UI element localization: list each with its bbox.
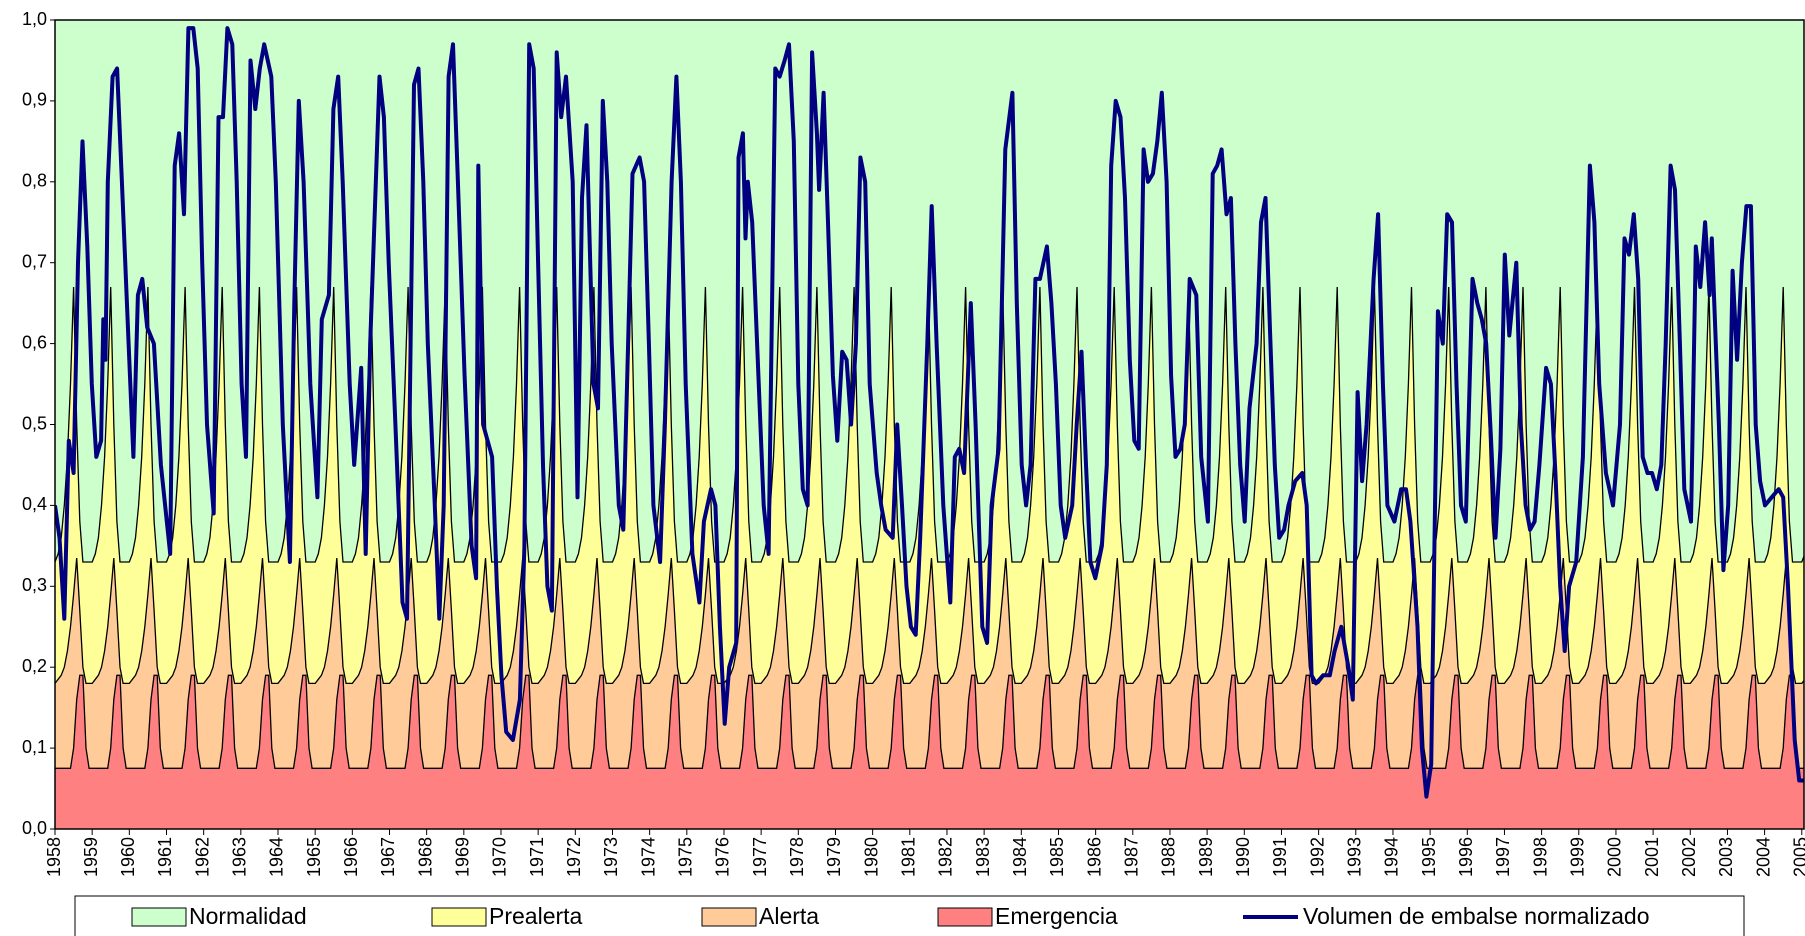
threshold-line bbox=[55, 674, 1804, 769]
x-tick-label: 2003 bbox=[1716, 837, 1736, 877]
x-tick-label: 2004 bbox=[1753, 837, 1773, 877]
x-tick-label: 1960 bbox=[118, 837, 138, 877]
x-tick-label: 1973 bbox=[601, 837, 621, 877]
x-tick-label: 1990 bbox=[1233, 837, 1253, 877]
x-tick-label: 2002 bbox=[1679, 837, 1699, 877]
x-tick-label: 1963 bbox=[230, 837, 250, 877]
y-tick-label: 0,2 bbox=[22, 656, 47, 676]
y-tick-label: 1,0 bbox=[22, 9, 47, 29]
legend-label: Prealerta bbox=[489, 903, 583, 929]
x-tick-label: 1965 bbox=[304, 837, 324, 877]
x-tick-label: 1970 bbox=[490, 837, 510, 877]
legend-swatch bbox=[937, 907, 993, 927]
bands bbox=[55, 20, 1804, 829]
y-tick-label: 0,1 bbox=[22, 737, 47, 757]
x-tick-label: 1996 bbox=[1456, 837, 1476, 877]
legend-label: Alerta bbox=[759, 903, 819, 929]
x-tick-label: 1975 bbox=[676, 837, 696, 877]
x-tick-label: 1976 bbox=[713, 837, 733, 877]
y-tick-label: 0,8 bbox=[22, 171, 47, 191]
x-tick-label: 1981 bbox=[899, 837, 919, 877]
plot-area bbox=[55, 20, 1804, 829]
legend-label: Volumen de embalse normalizado bbox=[1303, 903, 1649, 929]
x-tick-label: 1979 bbox=[824, 837, 844, 877]
legend: Normalidad Prealerta Alerta Emergencia Volum… bbox=[74, 895, 1745, 936]
x-tick-label: 1977 bbox=[750, 837, 770, 877]
x-tick-label: 1982 bbox=[936, 837, 956, 877]
legend-label: Normalidad bbox=[189, 903, 307, 929]
x-tick-label: 1964 bbox=[267, 837, 287, 877]
y-tick-label: 0,5 bbox=[22, 413, 47, 433]
legend-swatch bbox=[701, 907, 757, 927]
y-tick-label: 0,0 bbox=[22, 818, 47, 838]
series-line bbox=[55, 26, 1804, 799]
x-tick-label: 1983 bbox=[973, 837, 993, 877]
axes: 0,0 0,1 0,2 0,3 0,4 0,5 0,6 0,7 0,8 0,9 1,0 1958 195… bbox=[22, 9, 1805, 877]
legend-swatch bbox=[131, 907, 187, 927]
x-tick-label: 1986 bbox=[1084, 837, 1104, 877]
x-tick-label: 1997 bbox=[1493, 837, 1513, 877]
y-tick-label: 0,9 bbox=[22, 90, 47, 110]
x-tick-label: 1994 bbox=[1382, 837, 1402, 877]
y-tick-label: 0,7 bbox=[22, 251, 47, 271]
threshold-line bbox=[55, 557, 1804, 685]
band-area bbox=[55, 675, 1804, 829]
x-tick-label: 1995 bbox=[1419, 837, 1439, 877]
x-tick-label: 1980 bbox=[861, 837, 881, 877]
x-tick-label: 1987 bbox=[1122, 837, 1142, 877]
x-tick-label: 1989 bbox=[1196, 837, 1216, 877]
x-tick-label: 1992 bbox=[1307, 837, 1327, 877]
x-tick-label: 1959 bbox=[81, 837, 101, 877]
x-tick-label: 1971 bbox=[527, 837, 547, 877]
threshold-line bbox=[55, 286, 1804, 563]
x-tick-label: 1958 bbox=[44, 837, 64, 877]
x-tick-label: 1967 bbox=[378, 837, 398, 877]
x-tick-label: 1962 bbox=[192, 837, 212, 877]
x-tick-label: 2001 bbox=[1642, 837, 1662, 877]
x-tick-label: 1991 bbox=[1270, 837, 1290, 877]
x-tick-label: 1972 bbox=[564, 837, 584, 877]
x-tick-label: 1968 bbox=[415, 837, 435, 877]
legend-swatch bbox=[431, 907, 487, 927]
x-tick-label: 1993 bbox=[1345, 837, 1365, 877]
x-tick-label: 2000 bbox=[1605, 837, 1625, 877]
y-tick-label: 0,6 bbox=[22, 332, 47, 352]
x-tick-label: 1988 bbox=[1159, 837, 1179, 877]
y-tick-label: 0,3 bbox=[22, 575, 47, 595]
legend-label: Emergencia bbox=[995, 903, 1118, 929]
x-tick-label: 1974 bbox=[638, 837, 658, 877]
x-tick-label: 1998 bbox=[1530, 837, 1550, 877]
legend-box bbox=[74, 895, 1745, 936]
x-tick-label: 1985 bbox=[1047, 837, 1067, 877]
x-tick-label: 2005 bbox=[1791, 837, 1805, 877]
x-tick-label: 1984 bbox=[1010, 837, 1030, 877]
y-tick-label: 0,4 bbox=[22, 494, 47, 514]
x-tick-label: 1961 bbox=[155, 837, 175, 877]
x-tick-label: 1999 bbox=[1568, 837, 1588, 877]
x-tick-label: 1969 bbox=[453, 837, 473, 877]
x-tick-label: 1966 bbox=[341, 837, 361, 877]
x-tick-label: 1978 bbox=[787, 837, 807, 877]
